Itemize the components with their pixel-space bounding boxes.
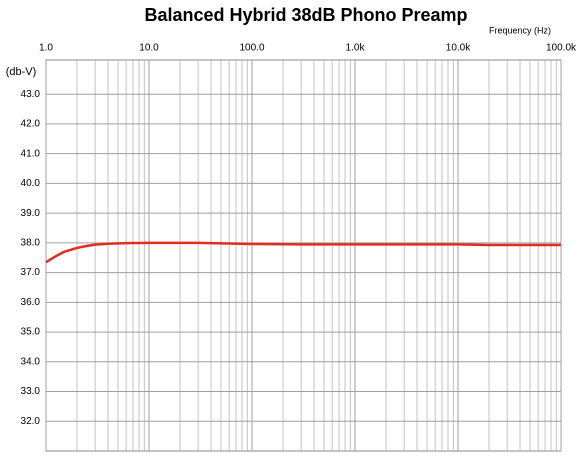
x-tick-label: 1.0k (346, 43, 366, 54)
y-tick-label: 37.0 (21, 267, 41, 278)
x-tick-label: 10.0 (139, 43, 159, 54)
chart-title: Balanced Hybrid 38dB Phono Preamp (144, 5, 467, 25)
x-tick-label: 100.0k (546, 43, 577, 54)
y-tick-label: 36.0 (21, 297, 41, 308)
plot-area (45, 59, 562, 452)
y-tick-label: 42.0 (21, 119, 41, 130)
y-axis-label: (db-V) (6, 66, 37, 78)
y-tick-label: 40.0 (21, 178, 41, 189)
x-tick-label: 10.0k (446, 43, 471, 54)
y-tick-label: 33.0 (21, 386, 41, 397)
y-tick-label: 35.0 (21, 327, 41, 338)
y-tick-label: 43.0 (21, 89, 41, 100)
x-tick-label: 100.0 (239, 43, 264, 54)
y-tick-label: 41.0 (21, 148, 41, 159)
y-tick-label: 34.0 (21, 356, 41, 367)
y-tick-label: 32.0 (21, 416, 41, 427)
x-tick-label: 1.0 (39, 43, 53, 54)
x-axis-label: Frequency (Hz) (489, 25, 551, 35)
y-tick-label: 38.0 (21, 238, 41, 249)
y-tick-label: 39.0 (21, 208, 41, 219)
data-line (45, 241, 561, 264)
